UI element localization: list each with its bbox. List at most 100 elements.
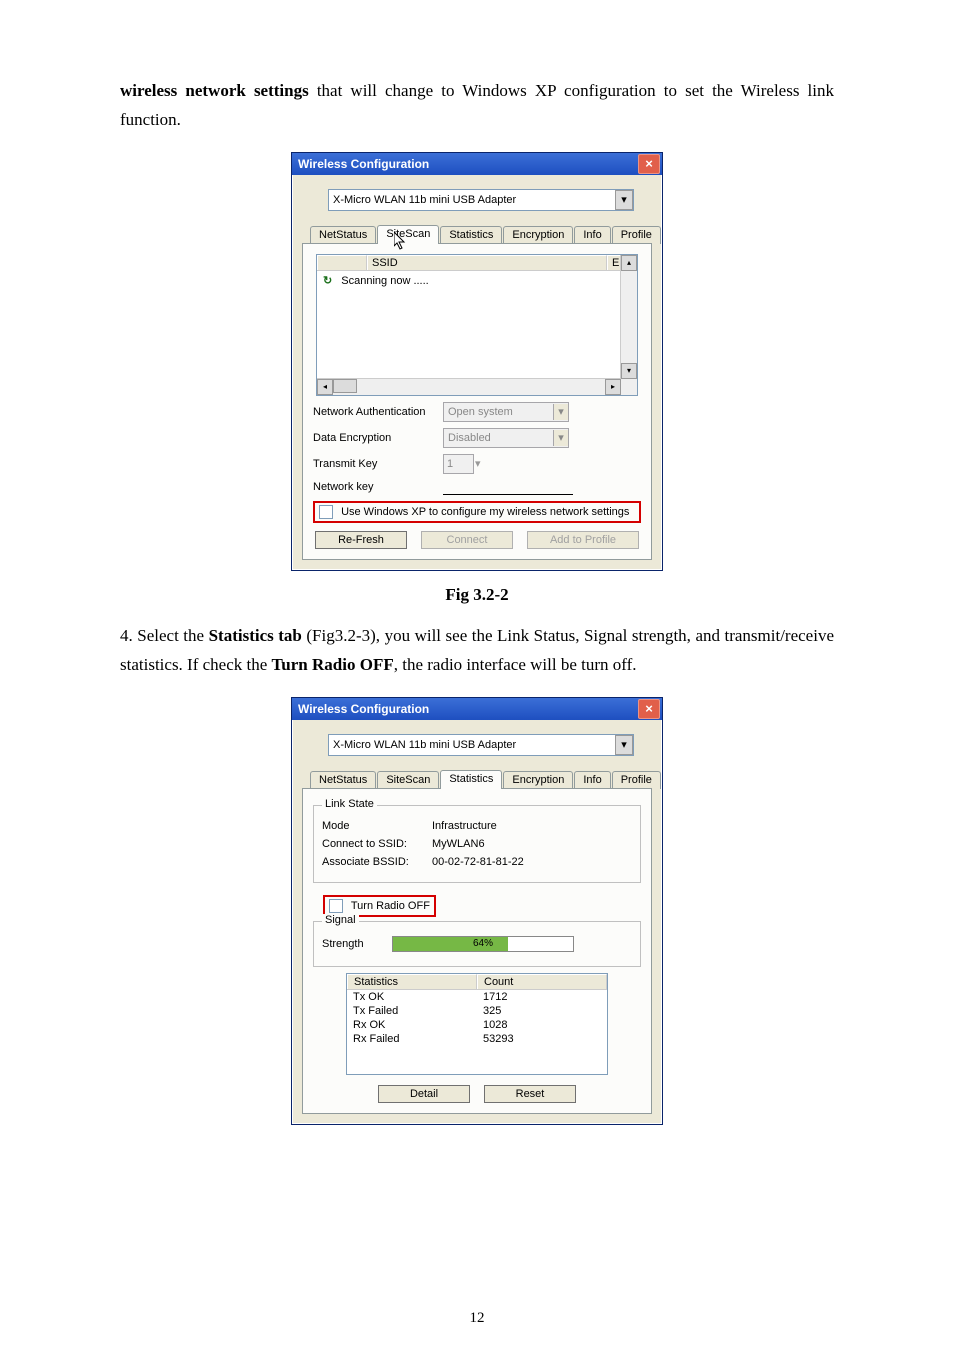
list-header: SSID E (317, 255, 637, 271)
stat-count: 53293 (477, 1032, 607, 1046)
refresh-button[interactable]: Re-Fresh (315, 531, 407, 549)
tab-info[interactable]: Info (574, 226, 610, 244)
stat-name: Tx Failed (347, 1004, 477, 1018)
scroll-up-icon[interactable]: ▴ (621, 255, 637, 271)
net-auth-select: Open system ▾ (443, 402, 569, 422)
stat-count: 325 (477, 1004, 607, 1018)
mode-label: Mode (322, 820, 432, 832)
net-key-row: Network key (313, 480, 641, 495)
tab-netstatus[interactable]: NetStatus (310, 226, 376, 244)
close-icon[interactable]: × (638, 699, 660, 719)
tab-profile[interactable]: Profile (612, 771, 661, 789)
data-enc-select: Disabled ▾ (443, 428, 569, 448)
tx-key-label: Transmit Key (313, 458, 443, 470)
link-state-title: Link State (322, 798, 377, 810)
intro-bold: wireless network settings (120, 81, 309, 100)
tab-statistics[interactable]: Statistics (440, 770, 502, 789)
scroll-right-icon[interactable]: ▸ (605, 379, 621, 395)
tab-encryption[interactable]: Encryption (503, 771, 573, 789)
net-key-input (443, 480, 573, 495)
net-auth-value: Open system (448, 406, 513, 418)
tab-netstatus[interactable]: NetStatus (310, 771, 376, 789)
list-col-blank[interactable] (317, 255, 367, 270)
strength-progress: 64% (392, 936, 574, 952)
signal-group: Signal Strength 64% (313, 921, 641, 967)
scroll-thumb[interactable] (333, 379, 357, 393)
net-key-label: Network key (313, 481, 443, 493)
add-profile-button: Add to Profile (527, 531, 639, 549)
adapter-value: X-Micro WLAN 11b mini USB Adapter (333, 194, 516, 206)
table-row: Rx Failed53293 (347, 1032, 607, 1046)
scroll-down-icon[interactable]: ▾ (621, 363, 637, 379)
page-number: 12 (0, 1310, 954, 1327)
stats-col-name[interactable]: Statistics (347, 974, 477, 989)
tab-encryption[interactable]: Encryption (503, 226, 573, 244)
tab-sitescan[interactable]: SiteScan (377, 225, 439, 244)
chevron-down-icon[interactable]: ▾ (615, 190, 633, 210)
chevron-down-icon: ▾ (553, 404, 568, 420)
turn-radio-off-label: Turn Radio OFF (351, 899, 430, 911)
connect-button: Connect (421, 531, 513, 549)
chevron-down-icon[interactable]: ▾ (615, 735, 633, 755)
figure-2-wrap: Wireless Configuration × X-Micro WLAN 11… (120, 697, 834, 1125)
adapter-select[interactable]: X-Micro WLAN 11b mini USB Adapter ▾ (328, 734, 634, 756)
p2-bold1: Statistics tab (209, 626, 302, 645)
use-xp-checkbox[interactable] (319, 505, 333, 519)
stat-count: 1712 (477, 990, 607, 1004)
detail-button[interactable]: Detail (378, 1085, 470, 1103)
tab-info[interactable]: Info (574, 771, 610, 789)
stats-blank (347, 1046, 607, 1074)
dialog-body: X-Micro WLAN 11b mini USB Adapter ▾ NetS… (292, 720, 662, 1124)
stat-name: Rx OK (347, 1018, 477, 1032)
bssid-label: Associate BSSID: (322, 856, 432, 868)
stats-rows: Tx OK1712Tx Failed325Rx OK1028Rx Failed5… (347, 990, 607, 1046)
list-col-ssid[interactable]: SSID (367, 255, 607, 270)
stat-name: Tx OK (347, 990, 477, 1004)
adapter-select[interactable]: X-Micro WLAN 11b mini USB Adapter ▾ (328, 189, 634, 211)
strength-pct-text: 64% (393, 937, 573, 951)
vertical-scrollbar[interactable]: ▴ ▾ (620, 255, 637, 395)
tabstrip: NetStatus SiteScan Statistics Encryption… (310, 770, 652, 789)
reset-button[interactable]: Reset (484, 1085, 576, 1103)
titlebar-text: Wireless Configuration (298, 157, 429, 171)
intro-paragraph: wireless network settings that will chan… (120, 77, 834, 135)
tx-key-row: Transmit Key 1 ▾ (313, 454, 641, 474)
scroll-corner (621, 379, 637, 395)
horizontal-scrollbar[interactable]: ◂▸ (317, 378, 621, 395)
stat-name: Rx Failed (347, 1032, 477, 1046)
strength-label: Strength (322, 938, 392, 950)
ssid-label: Connect to SSID: (322, 838, 432, 850)
tab-statistics[interactable]: Statistics (440, 226, 502, 244)
close-icon[interactable]: × (638, 154, 660, 174)
paragraph-2: 4. Select the Statistics tab (Fig3.2-3),… (120, 622, 834, 680)
sitescan-pane: SSID E ↻ Scanning now ..... ▴ ▾ (302, 243, 652, 560)
network-listbox[interactable]: SSID E ↻ Scanning now ..... ▴ ▾ (316, 254, 638, 396)
ssid-value: MyWLAN6 (432, 838, 485, 850)
wireless-config-dialog-2: Wireless Configuration × X-Micro WLAN 11… (291, 697, 663, 1125)
button-row-2: Detail Reset (313, 1085, 641, 1103)
turn-radio-off-checkbox[interactable] (329, 899, 343, 913)
titlebar[interactable]: Wireless Configuration × (292, 698, 662, 720)
button-row: Re-Fresh Connect Add to Profile (313, 531, 641, 549)
titlebar-text: Wireless Configuration (298, 702, 429, 716)
p2-bold2: Turn Radio OFF (272, 655, 394, 674)
use-xp-label: Use Windows XP to configure my wireless … (341, 506, 629, 518)
dialog-body: X-Micro WLAN 11b mini USB Adapter ▾ NetS… (292, 175, 662, 570)
strength-row: Strength 64% (322, 936, 632, 952)
adapter-value: X-Micro WLAN 11b mini USB Adapter (333, 739, 516, 751)
figure-1-wrap: Wireless Configuration × X-Micro WLAN 11… (120, 152, 834, 571)
titlebar[interactable]: Wireless Configuration × (292, 153, 662, 175)
scroll-left-icon[interactable]: ◂ (317, 379, 333, 395)
table-row: Tx OK1712 (347, 990, 607, 1004)
tab-profile[interactable]: Profile (612, 226, 661, 244)
net-auth-row: Network Authentication Open system ▾ (313, 402, 641, 422)
tx-key-select: 1 (443, 454, 474, 474)
stats-header: Statistics Count (347, 974, 607, 990)
stat-count: 1028 (477, 1018, 607, 1032)
bssid-row: Associate BSSID: 00-02-72-81-81-22 (322, 856, 632, 868)
tab-sitescan[interactable]: SiteScan (377, 771, 439, 789)
stats-col-count[interactable]: Count (477, 974, 607, 989)
highlight-box: Use Windows XP to configure my wireless … (313, 501, 641, 523)
mode-value: Infrastructure (432, 820, 497, 832)
refresh-icon: ↻ (323, 275, 332, 287)
